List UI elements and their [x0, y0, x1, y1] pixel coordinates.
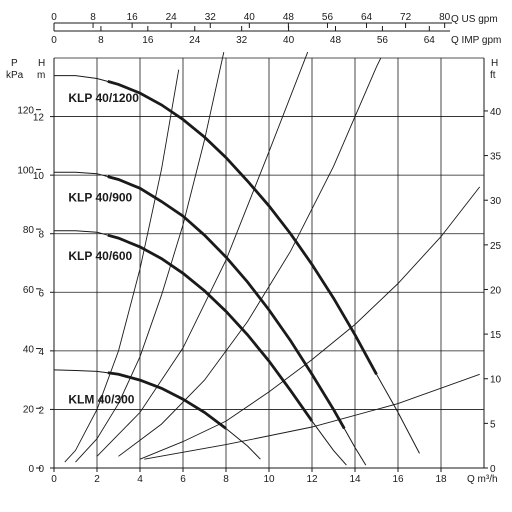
head-ft-tick-label: 40 [490, 107, 502, 118]
pressure-axis-unit: kPa [6, 70, 24, 81]
pressure-tick-label: 20 [23, 404, 35, 415]
pump-curve-label: KLP 40/600 [68, 249, 132, 263]
head-m-tick-label: 0 [38, 464, 44, 475]
top-us-tick-label: 8 [90, 12, 96, 23]
top-us-tick-label: 56 [322, 12, 334, 23]
chart-grid [54, 57, 485, 468]
head-ft-tick-label: 35 [490, 152, 502, 163]
head-ft-tick-label: 30 [490, 196, 502, 207]
head-ft-tick-label: 10 [490, 375, 502, 386]
pressure-tick-label: 80 [23, 225, 35, 236]
pump-curve-label: KLM 40/300 [68, 393, 134, 407]
pump-curve-label: KLP 40/1200 [68, 91, 139, 105]
top-imp-tick-label: 8 [98, 35, 104, 46]
head-m-axis-title: H [38, 58, 45, 69]
system-curve-line [96, 51, 309, 457]
pump-curve-operating-range [107, 175, 346, 430]
x-axis-label: Q m³/h [467, 474, 498, 485]
head-ft-tick-label: 15 [490, 330, 502, 341]
pump-curves [53, 75, 420, 466]
top-us-tick-label: 48 [283, 12, 295, 23]
top-imp-tick-label: 40 [283, 35, 295, 46]
head-m-axis-unit: m [37, 70, 45, 81]
pump-curve-label: KLP 40/900 [68, 191, 132, 205]
head-ft-tick-label: 25 [490, 241, 502, 252]
pump-curve-operating-range [107, 233, 314, 422]
top-us-tick-label: 24 [166, 12, 178, 23]
pump-curve-line [54, 230, 347, 466]
x-tick-label: 10 [263, 474, 275, 485]
pressure-tick-label: 40 [23, 345, 35, 356]
system-curve-line [144, 373, 480, 460]
head-m-tick-label: 6 [38, 288, 44, 299]
head-ft-tick-label: 5 [490, 419, 496, 430]
top-us-tick-label: 16 [127, 12, 139, 23]
x-tick-label: 2 [94, 474, 100, 485]
head-m-tick-label: 10 [33, 171, 45, 182]
head-m-tick-label: 2 [38, 405, 44, 416]
top-us-tick-label: 0 [51, 12, 57, 23]
top-imp-tick-label: 32 [236, 35, 248, 46]
top-imp-tick-label: 64 [424, 35, 436, 46]
top-imp-tick-label: 56 [377, 35, 389, 46]
top-us-tick-label: 80 [439, 12, 451, 23]
chart-axes: 0 2 4 6 8 10 12 14 16 180246810120204060801001200… [17, 58, 502, 485]
pressure-tick-label: 0 [28, 464, 34, 475]
pressure-tick-label: 120 [17, 106, 34, 117]
head-m-tick-label: 12 [33, 113, 45, 124]
head-m-tick-label: 4 [38, 347, 44, 358]
top-imp-tick-label: 0 [51, 35, 57, 46]
top-us-tick-label: 72 [400, 12, 412, 23]
top-axis-imp-ticks: 0 8 16 24 32 40 48 56 64 [51, 26, 435, 46]
x-tick-label: 0 [51, 474, 57, 485]
system-curve-line [75, 52, 225, 463]
pressure-axis-title: P [11, 58, 18, 69]
curve-labels: KLP 40/1200 KLP 40/900 KLP 40/600 KLM 40/30… [68, 91, 139, 407]
head-ft-axis-unit: ft [490, 70, 496, 81]
top-us-tick-label: 64 [361, 12, 373, 23]
head-m-tick-label: 8 [38, 230, 44, 241]
x-tick-label: 14 [349, 474, 361, 485]
pump-curve-operating-range [107, 371, 227, 430]
pressure-tick-label: 60 [23, 285, 35, 296]
system-curve-line [139, 186, 481, 460]
top-axis-us-ticks: 0 8 16 24 32 40 48 56 64 72 80 [51, 12, 451, 28]
head-ft-tick-label: 0 [490, 464, 496, 475]
top-imp-tick-label: 16 [142, 35, 154, 46]
x-tick-label: 4 [137, 474, 143, 485]
x-tick-label: 18 [435, 474, 447, 485]
top-imp-tick-label: 24 [189, 35, 201, 46]
top-us-tick-label: 32 [205, 12, 217, 23]
system-curve-line [118, 57, 382, 457]
system-curves [64, 51, 481, 463]
head-ft-axis-title: H [491, 58, 498, 69]
x-tick-label: 6 [180, 474, 186, 485]
head-ft-tick-label: 20 [490, 285, 502, 296]
top-us-tick-label: 40 [244, 12, 256, 23]
top-imp-tick-label: 48 [330, 35, 342, 46]
top-axis-us-label: Q US gpm [451, 14, 498, 25]
x-tick-label: 8 [223, 474, 229, 485]
system-curve-line [64, 69, 180, 463]
x-tick-label: 12 [306, 474, 318, 485]
pump-curve-line [53, 369, 261, 460]
pressure-tick-label: 100 [17, 165, 34, 176]
pump-curve-line [54, 171, 367, 466]
pump-curve-operating-range [107, 80, 378, 375]
x-tick-label: 16 [392, 474, 404, 485]
top-axes: 0 8 16 24 32 40 48 56 64 72 80 0 8 16 24 32 40 48 56 64 Q … [51, 12, 501, 46]
top-axis-imp-label: Q IMP gpm [451, 35, 501, 46]
